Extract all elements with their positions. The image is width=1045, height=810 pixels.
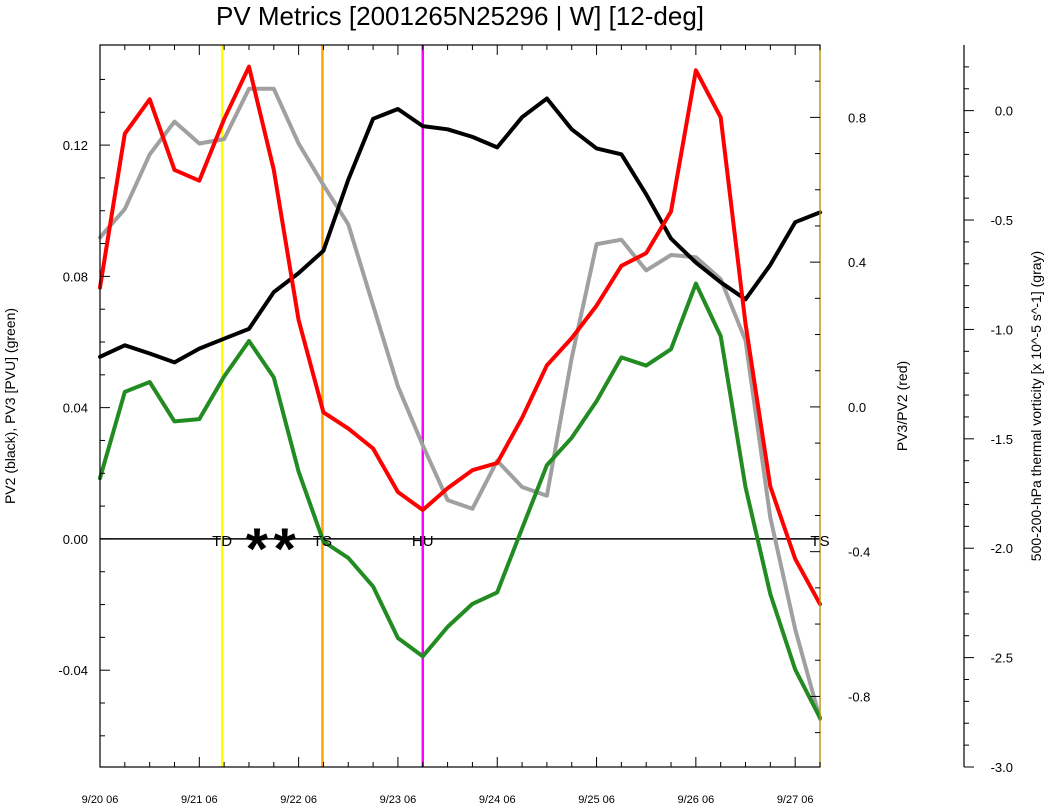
right-tick-label: 0.8 [848,110,866,125]
far-right-tick-label: -0.5 [991,213,1013,228]
asterisk-mark-1: * [273,517,296,582]
far-right-tick-label: -1.0 [991,322,1013,337]
stage-label-3: TS [810,533,829,550]
left-tick-label: 0.00 [63,532,88,547]
left-tick-label: 0.12 [63,138,88,153]
right-tick-label: -0.4 [848,545,870,560]
stage-label-2: HU [412,533,434,550]
x-tick-label: 9/27 06 [777,794,814,805]
x-tick-label: 9/23 06 [380,794,417,805]
x-tick-label: 9/21 06 [181,794,218,805]
stage-label-1: TS [313,533,332,550]
left-tick-label: 0.04 [63,401,88,416]
x-tick-label: 9/25 06 [578,794,615,805]
far-right-tick-label: 0.0 [995,104,1013,119]
left-tick-label: 0.08 [63,269,88,284]
stage-label-0: TD [212,533,232,550]
right-tick-label: -0.8 [848,689,870,704]
x-tick-label: 9/24 06 [479,794,516,805]
far-right-tick-label: -1.5 [991,432,1013,447]
series-line-0 [98,96,822,365]
right-tick-label: 0.0 [848,400,866,415]
far-right-tick-label: -2.0 [991,541,1013,556]
x-tick-label: 9/26 06 [678,794,715,805]
far-right-axis-title: 500-200-hPa thermal vorticity [x 10^-5 s… [1028,251,1044,561]
right-axis-title: PV3/PV2 (red) [894,361,910,451]
series-line-3 [98,86,822,721]
x-tick-label: 9/20 06 [82,794,119,805]
series-line-1 [98,281,822,720]
series-line-2 [98,64,822,607]
annotations: TD TS HU TS * * [212,517,829,582]
chart-title: PV Metrics [2001265N25296 | W] [12-deg] [216,1,704,31]
asterisk-mark-0: * [246,517,269,582]
far-right-tick-label: -3.0 [991,760,1013,775]
x-tick-label: 9/22 06 [280,794,317,805]
right-tick-label: 0.4 [848,255,866,270]
left-tick-label: -0.04 [58,663,88,678]
left-axis-title: PV2 (black), PV3 [PVU] (green) [2,308,18,504]
plot-area [98,45,822,767]
far-right-tick-label: -2.5 [991,651,1013,666]
axes: 9/20 06 9/21 06 9/22 06 9/23 06 9/24 06 9/25 … [2,44,1044,806]
